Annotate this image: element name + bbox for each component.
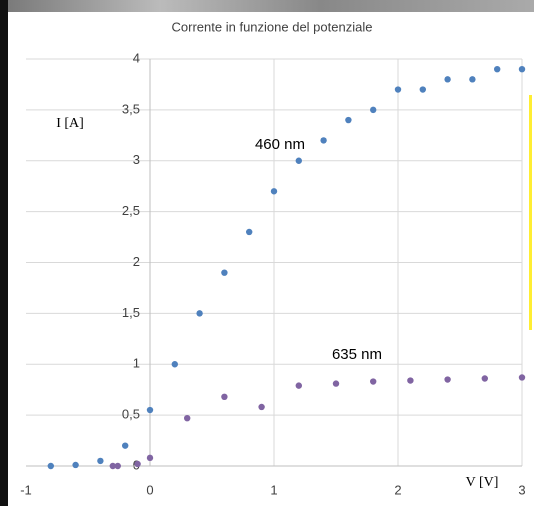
x-tick-label: 0 [146,482,153,497]
y-tick-label: 1,5 [122,305,140,320]
series-label: 460 nm [255,136,305,153]
x-axis-title: V [V] [466,475,499,490]
data-point [146,454,154,462]
series-label: 635 nm [332,346,382,363]
data-point [394,86,402,93]
data-point [370,378,377,385]
data-point [332,380,340,387]
data-point [295,157,302,164]
y-tick-label: 2,5 [122,203,140,218]
data-point [122,442,129,449]
x-tick-label: -1 [20,482,32,497]
y-tick-label: 1 [133,356,140,371]
data-point [407,377,414,384]
data-point [270,188,278,195]
left-border [0,0,8,506]
highlight-line [529,95,532,330]
data-point [146,406,154,414]
data-point [518,374,526,381]
data-point [320,137,327,144]
data-point [444,76,451,83]
data-point [345,116,352,124]
photo-strip [0,0,534,12]
y-axis-title: I [A] [56,116,84,131]
y-tick-label: 3 [133,152,140,167]
y-tick-label: 3,5 [122,101,140,116]
x-tick-label: 2 [394,482,401,497]
data-point [171,361,178,368]
data-point [518,65,526,73]
data-point [419,86,426,93]
data-point [246,228,253,236]
chart-title: Corrente in funzione del potenziale [172,19,373,34]
data-point [481,375,488,382]
data-point [97,457,104,465]
data-point [184,414,191,422]
y-tick-label: 4 [133,50,140,65]
data-point [494,65,501,73]
data-point [134,460,141,468]
data-point [72,461,79,469]
data-point [114,462,121,470]
y-tick-label: 0,5 [122,407,140,422]
data-point [196,310,203,317]
data-point [444,376,451,383]
data-point [109,462,117,470]
data-point [370,106,377,114]
data-point [258,403,265,411]
data-point [295,382,302,389]
x-tick-label: 3 [518,482,525,497]
data-point [221,269,228,276]
data-point [469,76,476,83]
data-point [221,393,228,401]
x-tick-label: 1 [270,482,277,497]
y-tick-label: 2 [133,254,140,269]
data-point [47,462,54,470]
